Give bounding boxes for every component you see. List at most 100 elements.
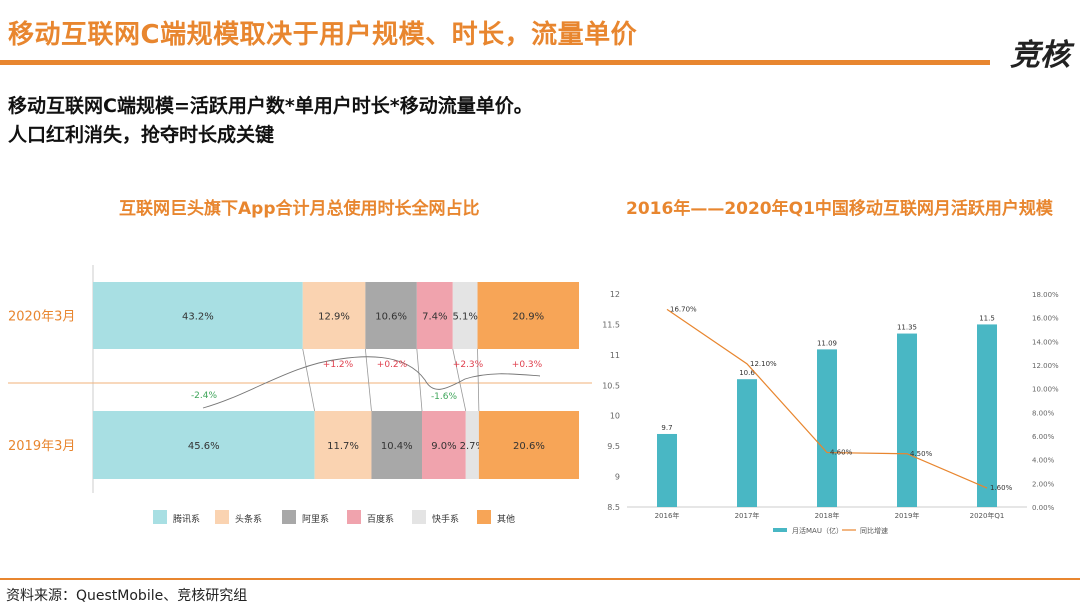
bar-0-2 [365,282,417,349]
bar-1-5 [478,411,579,479]
bar-1-1 [314,411,372,479]
bar-label-1-5: 20.6% [513,441,545,452]
trend-curve [202,356,541,409]
mau-bar-4 [977,324,997,507]
legend-swatch-0 [153,510,167,524]
legend-bar-label: 月活MAU（亿） [792,526,843,535]
y-left-tick-6: 11.5 [602,320,620,329]
growth-label-1: 12.10% [750,360,777,368]
bar-1-0 [93,411,315,479]
y-left-tick-1: 9 [615,473,620,482]
title-underline [0,60,990,65]
bar-1-3 [422,411,466,479]
bar-label-0-5: 20.9% [512,312,544,323]
intro-line-1: 移动互联网C端规模=活跃用户数*单用户时长*移动流量单价。 [8,95,533,117]
bar-0-1 [302,282,366,349]
connector-line-1 [364,348,372,412]
y-left-tick-4: 10.5 [602,381,620,390]
bar-0-3 [416,282,453,349]
usage-share-chart: 2020年3月 43.2% 12.9% 10.6% 7.4% 5.1% 20.9% 2019年… [8,265,592,525]
brand-logo: 竞核 [1010,38,1070,73]
connector-line-2 [416,348,423,412]
legend-label-4: 快手系 [432,513,459,525]
connector-line-3 [452,348,467,412]
growth-label-3: 4.50% [910,450,933,458]
bar-label-1-0: 45.6% [188,441,220,452]
mau-bar-label-2: 11.09 [817,339,837,347]
y-left-tick-2: 9.5 [607,442,620,451]
bar-1-2 [371,411,423,479]
legend-swatch-1 [215,510,229,524]
bar-label-0-1: 12.9% [318,312,350,323]
legend-swatch-4 [412,510,426,524]
intro-line-2: 人口红利消失，抢夺时长成关键 [8,124,275,146]
x-tick-1: 2017年 [735,511,760,520]
y-right-tick-1: 2.00% [1032,480,1055,488]
change-label-4: +2.3% [453,360,484,370]
growth-label-2: 4.60% [830,449,853,457]
legend-label-0: 腾讯系 [173,513,200,525]
mau-bar-2 [817,349,837,507]
x-tick-4: 2020年Q1 [970,511,1005,520]
mau-bar-label-4: 11.5 [979,314,995,322]
bar-1-4 [465,411,479,479]
legend-label-2: 阿里系 [302,514,329,525]
y-left-tick-0: 8.5 [607,503,620,512]
bar-label-0-3: 7.4% [422,312,447,323]
bar-0-5 [477,282,579,349]
y-right-tick-6: 12.00% [1032,362,1059,370]
y-right-tick-7: 14.00% [1032,338,1059,346]
legend-bar-swatch [773,528,787,532]
y-left-tick-7: 12 [610,290,620,299]
x-tick-3: 2019年 [895,511,920,520]
change-label-0: -2.4% [191,391,218,401]
mau-chart: 8.5 9 9.5 10 10.5 11 11.5 12 0.00% 2.00% 4.00% 6.00… [602,290,1059,535]
change-label-2: +0.2% [377,360,408,370]
intro-text: 移动互联网C端规模=活跃用户数*单用户时长*移动流量单价。 人口红利消失，抢夺时… [8,92,533,150]
change-label-5: +0.3% [512,360,543,370]
legend-swatch-3 [347,510,361,524]
mau-bar-3 [897,333,917,507]
legend-label-5: 其他 [497,513,515,525]
bar-label-1-3: 9.0% [431,441,456,452]
mau-bar-label-0: 9.7 [661,424,672,432]
change-label-3: -1.6% [431,392,458,402]
y-right-tick-9: 18.00% [1032,291,1059,299]
source-note: 资料来源：QuestMobile、竞核研究组 [6,588,248,604]
y-right-tick-5: 10.00% [1032,386,1059,394]
bar-0-4 [452,282,478,349]
growth-label-0: 16.70% [670,305,697,313]
bar-0-0 [93,282,303,349]
legend-label-3: 百度系 [367,513,394,525]
mau-bar-label-3: 11.35 [897,324,917,332]
bar-label-0-4: 5.1% [452,312,477,323]
bar-label-1-4: 2.7% [460,441,485,452]
growth-label-4: 1.60% [990,484,1013,492]
footer-divider [0,578,1080,580]
x-tick-2: 2018年 [815,511,840,520]
y-left-tick-3: 10 [610,412,620,421]
legend-label-1: 头条系 [235,513,262,525]
connector-line-4 [477,348,480,412]
change-label-1: +1.2% [323,360,354,370]
right-chart-title: 2016年——2020年Q1中国移动互联网月活跃用户规模 [626,199,1053,219]
y-right-tick-8: 16.00% [1032,315,1059,323]
y-right-tick-0: 0.00% [1032,504,1055,512]
bar-label-0-2: 10.6% [375,312,407,323]
legend-line-label: 同比增速 [860,526,888,535]
mau-bar-label-1: 10.6 [739,369,755,377]
row-label-1: 2019年3月 [8,439,75,454]
bar-label-0-0: 43.2% [182,312,214,323]
x-tick-0: 2016年 [655,511,680,520]
legend-swatch-5 [477,510,491,524]
mau-bar-1 [737,379,757,507]
bar-label-1-2: 10.4% [381,441,413,452]
growth-line [666,308,988,489]
mau-bar-0 [657,433,677,507]
y-right-tick-3: 6.00% [1032,433,1055,441]
bar-label-1-1: 11.7% [327,441,359,452]
y-right-tick-2: 4.00% [1032,457,1055,465]
legend-swatch-2 [282,510,296,524]
left-chart-title: 互联网巨头旗下App合计月总使用时长全网占比 [119,199,480,219]
page-title: 移动互联网C端规模取决于用户规模、时长，流量单价 [8,20,638,50]
